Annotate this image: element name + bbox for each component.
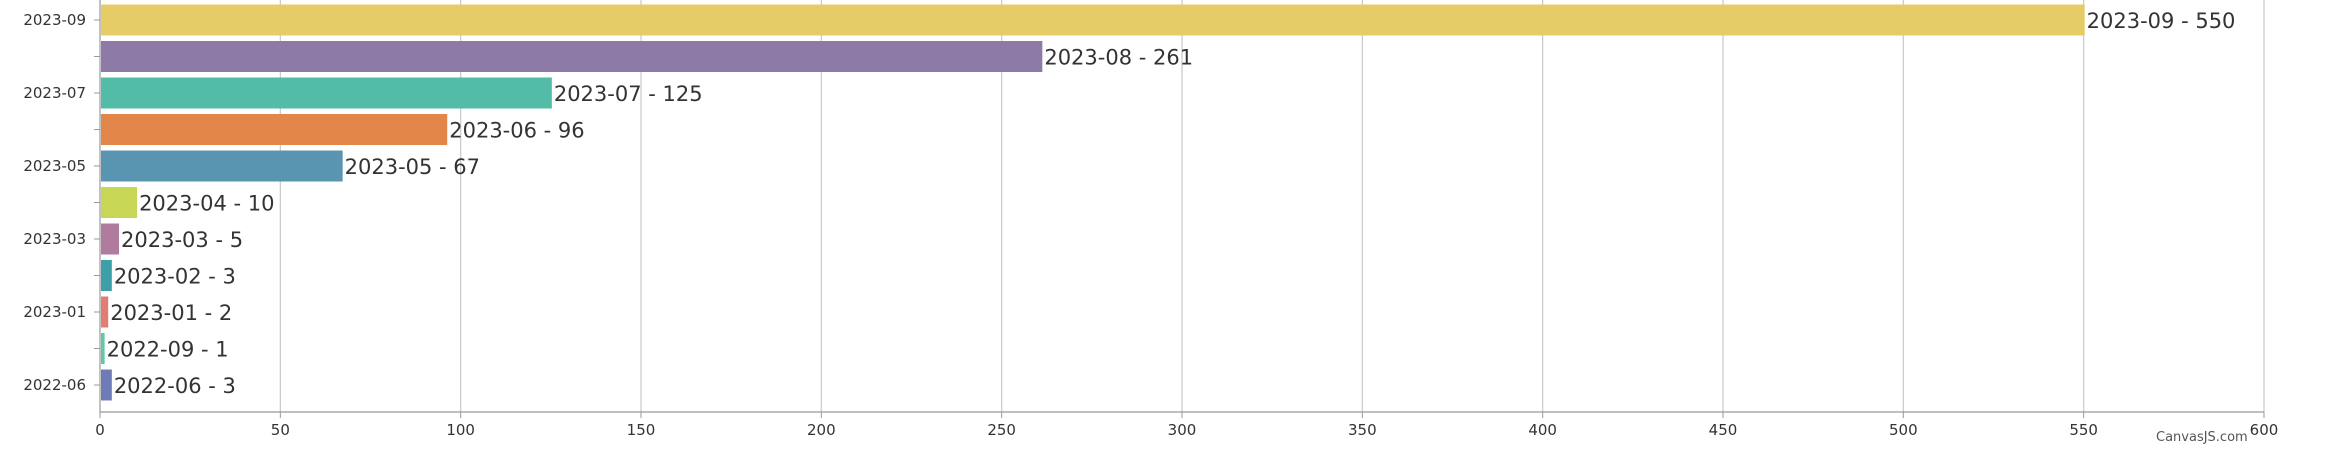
data-label: 2023-07 - 125 [554,82,703,106]
x-tick-label: 550 [2069,421,2098,439]
bar [101,77,552,109]
data-label: 2022-09 - 1 [107,338,229,362]
bar [101,4,2085,36]
x-tick-label: 200 [807,421,836,439]
bar [101,114,448,145]
y-tick-label: 2023-03 [23,230,86,248]
x-tick-label: 450 [1709,421,1738,439]
bar [101,260,112,291]
x-tick-label: 100 [446,421,475,439]
bar [101,150,343,182]
data-label: 2023-02 - 3 [114,265,236,289]
data-label: 2023-08 - 261 [1044,46,1193,70]
y-tick-label: 2023-01 [23,303,86,321]
x-tick-label: 350 [1348,421,1377,439]
x-tick-label: 400 [1528,421,1557,439]
y-tick-label: 2023-05 [23,157,86,175]
x-tick-label: 250 [987,421,1016,439]
data-label: 2023-03 - 5 [121,228,243,252]
x-tick-label: 150 [627,421,656,439]
bar [101,223,120,255]
y-tick-label: 2023-07 [23,84,86,102]
data-label: 2023-01 - 2 [110,301,232,325]
x-tick-label: 300 [1168,421,1197,439]
credit-text: CanvasJS.com [2156,430,2248,445]
axes: 0 50 100 150 200 250 300 350 400 450 500 550 600 2022… [23,0,2278,439]
data-label: 2023-09 - 550 [2087,9,2236,33]
y-tick-label: 2022-06 [23,376,86,394]
data-label: 2023-05 - 67 [345,155,480,179]
bar [101,369,112,401]
x-tick-label: 50 [271,421,290,439]
bar [101,41,1043,72]
bar [101,187,138,218]
x-tick-label: 0 [95,421,105,439]
x-tick-label: 500 [1889,421,1918,439]
data-label: 2023-06 - 96 [449,119,584,143]
bars [101,4,2085,401]
bar [101,296,109,328]
x-tick-label: 600 [2250,421,2279,439]
data-label: 2023-04 - 10 [139,192,274,216]
data-label: 2022-06 - 3 [114,374,236,398]
data-labels: 2022-06 - 3 2022-09 - 1 2023-01 - 2 2023-02… [107,9,2236,398]
bar [101,333,105,364]
y-tick-label: 2023-09 [23,11,86,29]
